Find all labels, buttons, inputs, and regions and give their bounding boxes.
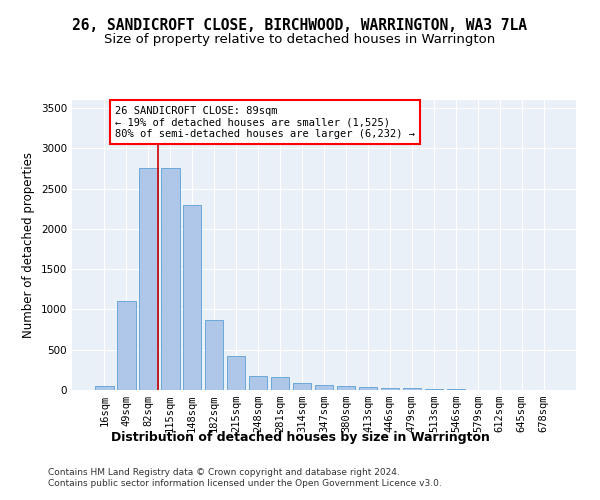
Text: Size of property relative to detached houses in Warrington: Size of property relative to detached ho… — [104, 32, 496, 46]
Bar — [139, 168, 158, 390]
Bar — [227, 356, 245, 390]
Bar — [403, 388, 421, 390]
Bar — [183, 204, 202, 390]
Bar — [293, 383, 311, 390]
Text: 26 SANDICROFT CLOSE: 89sqm
← 19% of detached houses are smaller (1,525)
80% of s: 26 SANDICROFT CLOSE: 89sqm ← 19% of deta… — [115, 106, 415, 139]
Bar — [249, 376, 268, 390]
Bar — [359, 387, 377, 390]
Text: Contains HM Land Registry data © Crown copyright and database right 2024.
Contai: Contains HM Land Registry data © Crown c… — [48, 468, 442, 487]
Bar — [425, 389, 443, 390]
Bar — [95, 386, 113, 390]
Bar — [161, 168, 179, 390]
Text: 26, SANDICROFT CLOSE, BIRCHWOOD, WARRINGTON, WA3 7LA: 26, SANDICROFT CLOSE, BIRCHWOOD, WARRING… — [73, 18, 527, 32]
Bar — [271, 377, 289, 390]
Bar — [314, 385, 334, 390]
Bar — [117, 302, 136, 390]
Y-axis label: Number of detached properties: Number of detached properties — [22, 152, 35, 338]
Text: Distribution of detached houses by size in Warrington: Distribution of detached houses by size … — [110, 431, 490, 444]
Bar — [446, 389, 465, 390]
Bar — [380, 388, 399, 390]
Bar — [337, 386, 355, 390]
Bar — [205, 320, 223, 390]
